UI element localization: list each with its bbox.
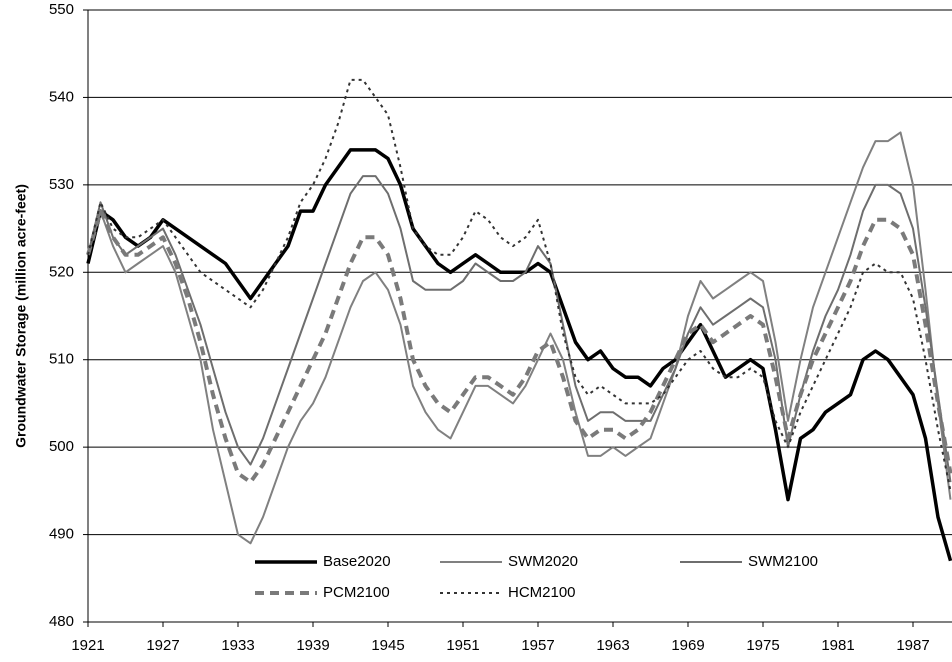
- y-tick-label: 500: [49, 438, 74, 455]
- legend-label: SWM2100: [748, 553, 818, 570]
- x-tick-label: 1981: [821, 637, 854, 654]
- y-tick-label: 550: [49, 1, 74, 18]
- legend-label: Base2020: [323, 553, 391, 570]
- x-tick-label: 1933: [221, 637, 254, 654]
- x-tick-label: 1975: [746, 637, 779, 654]
- legend-label: PCM2100: [323, 584, 390, 601]
- x-tick-label: 1945: [371, 637, 404, 654]
- y-tick-label: 480: [49, 613, 74, 630]
- x-tick-label: 1957: [521, 637, 554, 654]
- series-line: [86, 148, 952, 562]
- y-tick-label: 490: [49, 526, 74, 543]
- y-tick-label: 540: [49, 88, 74, 105]
- series-line: [87, 175, 952, 483]
- x-tick-label: 1951: [446, 637, 479, 654]
- series-line: [86, 209, 952, 485]
- y-axis-label: Groundwater Storage (million acre-feet): [13, 184, 29, 448]
- legend-label: HCM2100: [508, 584, 576, 601]
- x-tick-label: 1963: [596, 637, 629, 654]
- series-line: [87, 78, 952, 492]
- x-tick-label: 1927: [146, 637, 179, 654]
- series-line: [87, 131, 952, 545]
- y-tick-label: 510: [49, 351, 74, 368]
- x-tick-label: 1939: [296, 637, 329, 654]
- legend-label: SWM2020: [508, 553, 578, 570]
- x-tick-label: 1969: [671, 637, 704, 654]
- y-tick-label: 520: [49, 263, 74, 280]
- x-tick-label: 1921: [71, 637, 104, 654]
- x-tick-label: 1987: [896, 637, 929, 654]
- y-tick-label: 530: [49, 176, 74, 193]
